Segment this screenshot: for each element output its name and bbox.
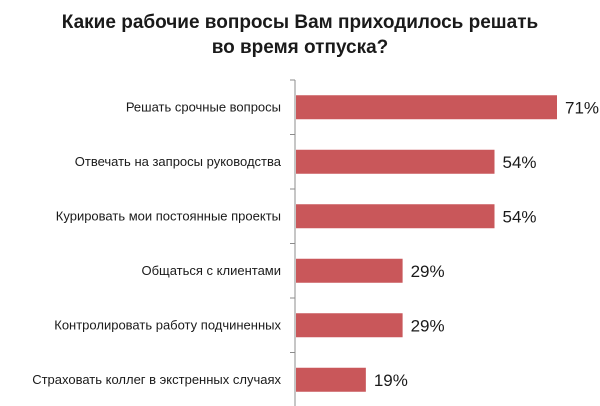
chart-title: Какие рабочие вопросы Вам приходилось ре…	[0, 10, 600, 60]
category-label: Общаться с клиентами	[141, 263, 281, 278]
chart-title-line-1: Какие рабочие вопросы Вам приходилось ре…	[61, 12, 539, 33]
chart-title-line-2: во время отпуска?	[211, 37, 389, 58]
value-label: 54%	[503, 207, 537, 226]
bar	[296, 149, 495, 174]
category-label: Страховать коллег в экстренных случаях	[32, 372, 281, 387]
value-label: 54%	[503, 153, 537, 172]
bar	[296, 204, 495, 229]
bar	[296, 95, 557, 120]
category-label: Решать срочные вопросы	[126, 99, 281, 114]
value-label: 29%	[411, 262, 445, 281]
chart-plot-area: Решать срочные вопросы 71% Отвечать на зап…	[32, 79, 599, 406]
category-label: Отвечать на запросы руководства	[75, 154, 282, 169]
bar	[296, 258, 403, 283]
bar	[296, 313, 403, 338]
category-label: Курировать мои постоянные проекты	[56, 208, 281, 223]
bar	[296, 367, 366, 392]
value-label: 19%	[374, 371, 408, 390]
value-label: 29%	[411, 316, 445, 335]
value-label: 71%	[565, 98, 599, 117]
category-label: Контролировать работу подчиненных	[54, 317, 281, 332]
